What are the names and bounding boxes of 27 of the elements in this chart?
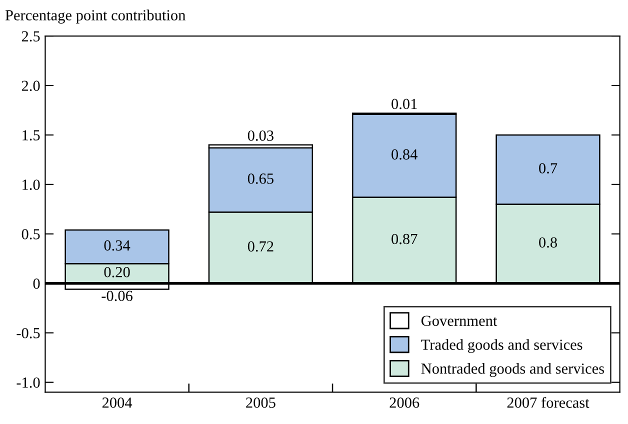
y-tick-label: -1.0: [16, 377, 40, 388]
data-label: 0.65: [248, 174, 274, 184]
y-tick-label: 0: [33, 278, 40, 289]
data-label: 0.84: [392, 149, 418, 160]
legend-label: Nontraded goods and services: [421, 363, 604, 377]
legend-label: Government: [421, 316, 498, 326]
y-tick-label: 1.5: [22, 130, 40, 140]
x-tick-label: 2006: [390, 398, 420, 408]
legend-label: Traded goods and services: [421, 339, 582, 353]
x-tick-label: 2004: [102, 398, 132, 408]
y-tick-label: 1.0: [22, 180, 40, 190]
data-label: 0.01: [392, 98, 417, 110]
y-tick-label: -0.5: [16, 328, 40, 338]
data-label: 0.7: [539, 163, 558, 174]
y-axis-title: Percentage point contribution: [5, 10, 186, 24]
y-tick-label: 2.0: [22, 80, 40, 92]
data-label: -0.06: [102, 290, 132, 302]
data-label: 0.03: [248, 130, 274, 141]
x-tick-label: 2007 forecast: [507, 396, 590, 408]
data-label: 0.34: [104, 240, 130, 251]
data-label: 0.20: [104, 266, 130, 278]
data-label: 0.8: [539, 237, 557, 248]
y-tick-label: 0.5: [22, 229, 40, 240]
data-label: 0.87: [392, 234, 418, 244]
y-tick-label: 2.5: [22, 31, 40, 42]
x-tick-label: 2005: [246, 398, 276, 408]
data-label: 0.72: [248, 241, 274, 252]
